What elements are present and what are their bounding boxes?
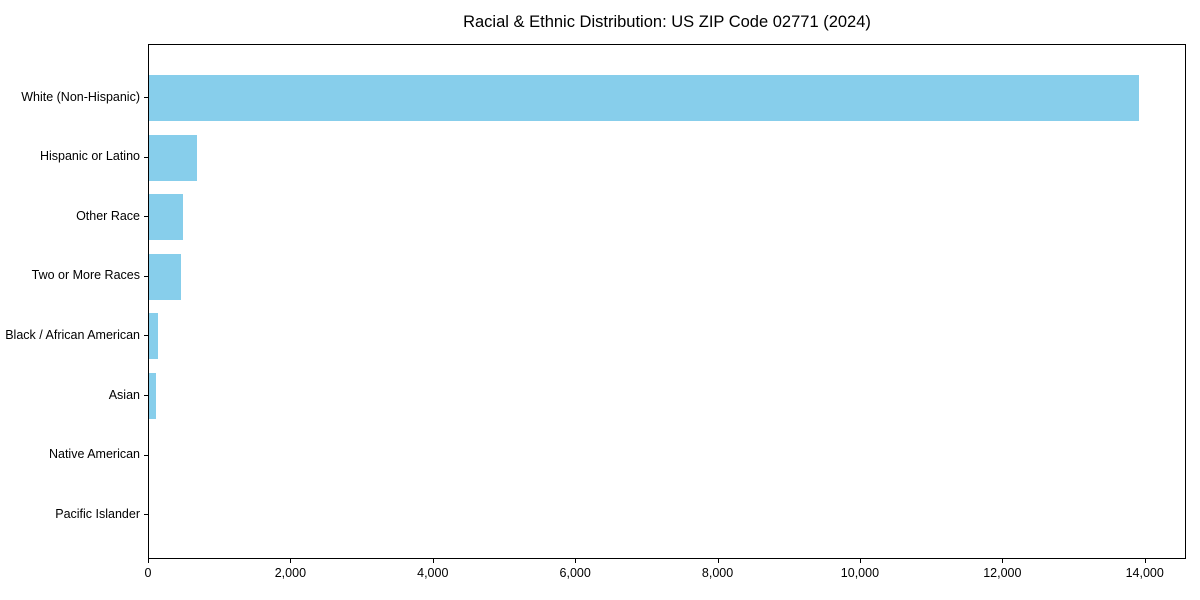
bar-other-race <box>149 194 183 241</box>
y-tick-label: White (Non-Hispanic) <box>21 89 140 104</box>
bar-black-african-american <box>149 313 158 360</box>
x-tick <box>717 559 719 563</box>
plot-area <box>148 44 1186 559</box>
bar-two-or-more-races <box>149 253 181 300</box>
y-tick-label: Native American <box>48 447 140 462</box>
x-tick-label: 6,000 <box>559 566 591 580</box>
y-tick <box>144 216 148 218</box>
y-tick <box>144 454 148 456</box>
y-tick-label: Hispanic or Latino <box>39 149 140 164</box>
x-tick-label: 2,000 <box>274 566 307 580</box>
y-tick-label: Other Race <box>76 208 140 223</box>
x-tick-label: 14,000 <box>1125 566 1164 580</box>
x-tick-label: 0 <box>144 566 152 580</box>
x-tick-label: 4,000 <box>417 566 449 580</box>
y-tick <box>144 275 148 277</box>
y-tick <box>144 97 148 98</box>
y-tick-label: Pacific Islander <box>55 506 140 521</box>
bar-white-non-hispanic <box>149 75 1139 121</box>
x-tick <box>575 559 577 563</box>
x-tick <box>148 559 149 563</box>
bar-asian <box>149 373 156 419</box>
x-tick <box>290 559 292 563</box>
bar-hispanic-or-latino <box>149 134 197 181</box>
x-tick-label: 8,000 <box>701 566 734 580</box>
chart-title: Racial & Ethnic Distribution: US ZIP Cod… <box>463 13 871 31</box>
x-tick-label: 12,000 <box>983 566 1022 580</box>
y-tick <box>144 156 148 158</box>
y-tick-label: Asian <box>108 387 140 402</box>
x-tick <box>859 559 861 563</box>
x-tick <box>1144 559 1146 563</box>
y-tick <box>144 514 148 516</box>
y-tick-label: Black / African American <box>5 327 140 342</box>
x-tick <box>1002 559 1004 563</box>
y-tick <box>144 395 148 396</box>
x-tick-label: 10,000 <box>840 566 880 580</box>
y-tick <box>144 335 148 337</box>
x-tick <box>432 559 434 563</box>
y-tick-label: Two or More Races <box>31 268 140 283</box>
